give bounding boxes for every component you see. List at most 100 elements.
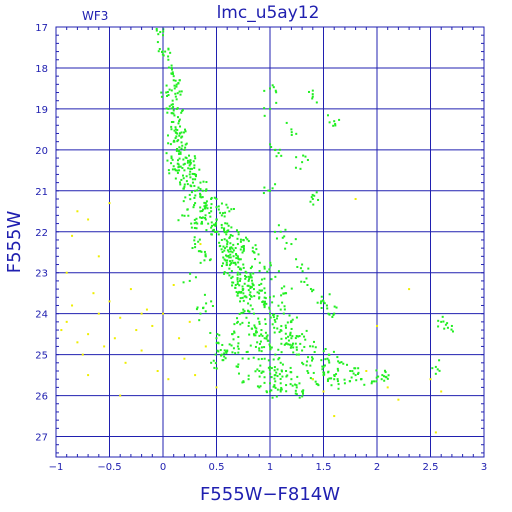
star-point-main	[263, 306, 266, 309]
star-point-main	[188, 173, 191, 176]
star-point-main	[289, 332, 292, 335]
star-point-main	[450, 324, 453, 327]
star-point-main	[273, 384, 276, 387]
star-point-main	[174, 79, 177, 82]
star-point-main	[167, 58, 170, 61]
star-point-main	[272, 358, 275, 361]
star-point-main	[176, 162, 179, 165]
star-point-main	[269, 87, 271, 90]
star-point-main	[201, 210, 204, 213]
star-point-main	[176, 92, 179, 95]
star-point-main	[251, 282, 254, 285]
star-point-main	[227, 254, 230, 257]
star-point-main	[180, 111, 183, 114]
star-point-main	[224, 259, 227, 262]
star-point-main	[278, 331, 281, 334]
star-point-main	[434, 372, 437, 375]
star-point-main	[321, 299, 324, 302]
star-point-main	[180, 147, 183, 150]
star-point-main	[298, 335, 301, 338]
star-point-main	[289, 371, 292, 374]
star-point-main	[291, 335, 294, 338]
star-point-main	[222, 256, 225, 259]
star-point-main	[351, 370, 354, 373]
star-point-main	[242, 245, 245, 248]
star-point-main	[231, 275, 234, 278]
star-point-main	[281, 375, 284, 378]
star-point-main	[288, 314, 291, 317]
star-point-main	[232, 347, 235, 350]
star-point-main	[190, 167, 193, 170]
star-point-main	[231, 284, 234, 287]
star-point-main	[220, 226, 223, 229]
star-point-main	[155, 27, 158, 30]
star-point-main	[184, 128, 187, 131]
star-point-main	[309, 377, 312, 380]
star-point-main	[288, 343, 291, 346]
star-point-main	[244, 274, 247, 277]
star-point-main	[247, 289, 250, 292]
star-point-main	[210, 198, 213, 200]
star-point-main	[245, 351, 248, 354]
star-point-main	[274, 89, 277, 92]
star-point-main	[323, 373, 326, 376]
star-point-main	[166, 159, 169, 162]
star-point-main	[438, 369, 441, 372]
star-point-main	[222, 227, 225, 230]
star-point-main	[274, 275, 277, 278]
star-point-main	[218, 245, 221, 248]
star-point-main	[181, 174, 184, 177]
star-point-main	[292, 346, 295, 349]
star-point-main	[204, 207, 207, 210]
star-point-main	[277, 304, 280, 307]
star-point-main	[210, 210, 213, 213]
star-point-main	[289, 346, 292, 349]
star-point-main	[258, 284, 261, 286]
star-point-main	[214, 223, 217, 226]
star-point-main	[281, 301, 284, 304]
star-point-main	[279, 230, 282, 233]
star-point-field	[199, 243, 202, 246]
star-point-main	[322, 365, 325, 368]
x-tick-label: 1.5	[316, 462, 332, 473]
star-point-main	[186, 183, 189, 186]
star-point-main	[269, 316, 272, 319]
star-point-field	[97, 312, 100, 315]
star-point-main	[242, 247, 245, 250]
star-point-main	[275, 317, 278, 320]
star-point-main	[335, 306, 338, 309]
star-point-main	[357, 371, 360, 374]
star-point-main	[311, 93, 314, 96]
star-point-main	[285, 384, 288, 387]
star-point-main	[230, 344, 233, 347]
star-point-main	[274, 149, 277, 152]
star-point-main	[189, 159, 192, 162]
star-point-main	[216, 333, 219, 336]
star-point-main	[315, 382, 318, 385]
star-point-main	[170, 162, 173, 165]
star-point-main	[172, 79, 175, 82]
star-point-main	[280, 294, 283, 297]
star-point-main	[275, 237, 278, 240]
star-point-main	[330, 377, 333, 380]
star-point-main	[280, 370, 283, 373]
star-point-main	[230, 277, 233, 280]
star-point-main	[186, 208, 189, 211]
star-point-field	[124, 361, 127, 364]
star-point-main	[180, 90, 183, 93]
star-point-main	[284, 332, 287, 335]
star-point-main	[229, 246, 232, 249]
star-point-main	[256, 368, 259, 371]
star-point-main	[257, 358, 260, 361]
star-point-main	[326, 307, 329, 310]
star-point-main	[244, 277, 247, 280]
y-tick-label: 19	[35, 105, 48, 116]
star-point-main	[258, 320, 261, 323]
star-point-main	[289, 331, 292, 334]
star-point-main	[195, 221, 198, 224]
star-point-main	[291, 343, 294, 346]
star-point-main	[291, 384, 294, 387]
star-point-main	[258, 269, 261, 272]
star-point-main	[434, 365, 437, 368]
star-point-main	[223, 215, 226, 218]
